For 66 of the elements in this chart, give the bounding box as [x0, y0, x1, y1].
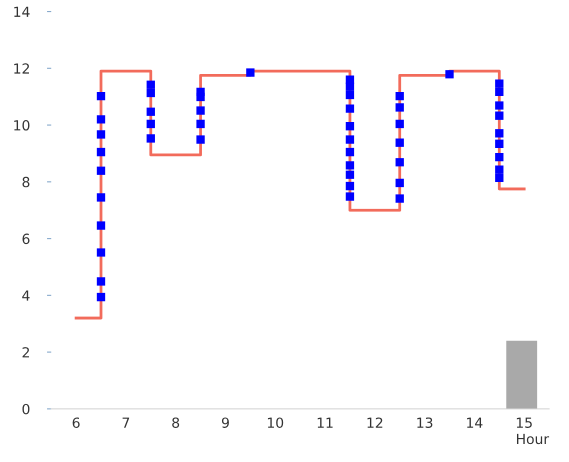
- point: [346, 148, 354, 156]
- point: [96, 193, 106, 202]
- point: [96, 248, 106, 257]
- point: [96, 148, 106, 156]
- point: [346, 82, 354, 91]
- x-tick-label: 6: [72, 417, 80, 428]
- x-tick-label: 13: [417, 417, 432, 428]
- point: [196, 120, 205, 128]
- y-tick-label: 10: [14, 120, 30, 131]
- point: [346, 192, 354, 201]
- x-tick-label: 8: [172, 417, 180, 428]
- point: [396, 178, 404, 188]
- point: [495, 165, 504, 174]
- point: [146, 120, 155, 128]
- point: [445, 70, 454, 78]
- y-tick-label: 4: [22, 290, 30, 301]
- x-tick-label: 10: [268, 417, 284, 428]
- x-tick-label: 12: [368, 417, 382, 428]
- point: [96, 292, 106, 302]
- point: [96, 277, 106, 286]
- point: [396, 120, 404, 128]
- point: [246, 68, 255, 77]
- point: [396, 103, 404, 112]
- point: [495, 140, 504, 148]
- point: [196, 135, 205, 144]
- point: [96, 130, 106, 139]
- point: [96, 92, 106, 100]
- point: [495, 79, 504, 88]
- x-tick-label: 11: [318, 418, 333, 428]
- point: [346, 135, 354, 144]
- point: [146, 134, 155, 143]
- point: [96, 166, 106, 175]
- y-tick-label: 6: [22, 234, 30, 244]
- point: [495, 88, 504, 96]
- y-tick-label: 14: [14, 6, 30, 17]
- y-tick-label: 0: [22, 404, 30, 414]
- point: [495, 174, 504, 182]
- x-tick-label: 15: [516, 418, 532, 428]
- point: [495, 129, 504, 138]
- point: [346, 122, 354, 130]
- x-tick-label: 7: [122, 418, 130, 428]
- point: [396, 92, 404, 100]
- point: [196, 92, 205, 102]
- point: [346, 90, 354, 100]
- point: [396, 158, 404, 166]
- point: [346, 161, 354, 170]
- point: [146, 80, 155, 89]
- point: [495, 112, 504, 120]
- y-tick-label: 2: [22, 347, 29, 358]
- point: [96, 221, 106, 230]
- y-tick-label: 12: [14, 63, 29, 74]
- point: [96, 115, 106, 124]
- point: [146, 88, 155, 98]
- point: [346, 104, 354, 113]
- point: [495, 152, 504, 162]
- y-tick-label: 8: [22, 176, 30, 188]
- point: [495, 101, 504, 110]
- x-tick-label: 9: [222, 417, 229, 428]
- x-tick-label: 14: [467, 418, 482, 428]
- point: [346, 182, 354, 190]
- point: [146, 108, 155, 116]
- point: [196, 106, 205, 115]
- point: [396, 138, 404, 147]
- point: [346, 170, 354, 179]
- point: [396, 194, 404, 203]
- x-axis-title: Hour: [516, 434, 550, 444]
